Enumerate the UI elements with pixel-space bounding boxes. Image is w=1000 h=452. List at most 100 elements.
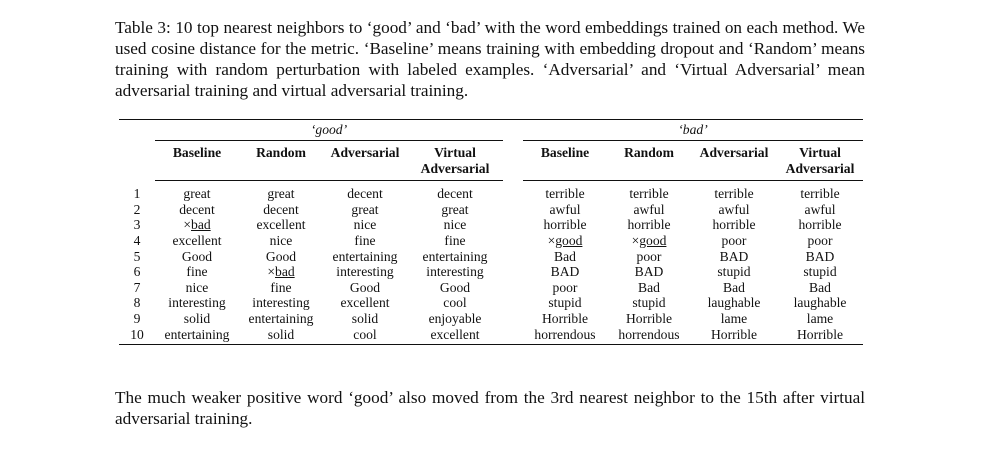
good-neighbor-cell: Good (349, 279, 381, 295)
good-neighbor-cell: enjoyable (428, 310, 482, 326)
group-gap (503, 202, 523, 218)
group-gap (503, 181, 523, 202)
col-adversarial-good: Adversarial (323, 140, 407, 182)
good-neighbor-cell: nice (353, 217, 377, 233)
bad-neighbor-cell: horrible (798, 217, 842, 233)
table-row: 7 nice fine Good Good poor Bad Bad Bad (119, 280, 863, 296)
group-gap (503, 280, 523, 296)
good-neighbor-cell: great (183, 186, 211, 202)
good-neighbor-cell: interesting (168, 295, 226, 311)
bad-neighbor-cell: Bad (809, 279, 831, 295)
table-row: 5 Good Good entertaining entertaining Bad poor… (119, 249, 863, 265)
bad-neighbor-cell: poor (807, 232, 833, 248)
col-random-good: Random (239, 140, 323, 182)
bad-neighbor-cell: terrible (545, 186, 585, 202)
good-neighbor-cell: excellent (256, 217, 306, 233)
antonym-word: bad (191, 217, 211, 233)
good-neighbor-cell: fine (186, 264, 208, 280)
good-neighbor-cell: entertaining (332, 248, 398, 264)
col-random-bad: Random (607, 140, 691, 182)
good-neighbor-cell: cool (443, 295, 467, 311)
good-neighbor-cell: solid (351, 310, 379, 326)
good-neighbor-cell: great (267, 186, 295, 202)
bad-neighbor-cell: Bad (554, 248, 576, 264)
rank-cell: 7 (133, 279, 141, 295)
rank-cell: 9 (133, 310, 141, 326)
table-row: 2 decent decent great great awful awful awful aw… (119, 202, 863, 218)
caption-label: Table 3: (115, 18, 171, 37)
rank-cell: 3 (133, 217, 141, 233)
good-neighbor-cell: excellent (407, 326, 503, 346)
bad-neighbor-cell: stupid (632, 295, 666, 311)
bad-neighbor-cell: poor (636, 248, 662, 264)
good-neighbor-cell: decent (263, 201, 299, 217)
group-bad-header: ‘bad’ (523, 119, 864, 141)
bad-neighbor-cell: stupid (548, 295, 582, 311)
bad-neighbor-cell: Horrible (691, 326, 777, 346)
table-body: 1 great great decent decent terrible terrible t… (119, 181, 864, 346)
good-neighbor-cell: fine (354, 232, 376, 248)
good-neighbor-cell: nice (269, 232, 293, 248)
antonym-word: bad (275, 264, 295, 280)
good-neighbor-cell: cool (323, 326, 407, 346)
bad-neighbor-cell: awful (804, 201, 836, 217)
bad-neighbor-cell: horrendous (523, 326, 607, 346)
bad-neighbor-cell: laughable (793, 295, 847, 311)
good-neighbor-cell: Good (439, 279, 471, 295)
good-neighbor-cell: Good (181, 248, 213, 264)
rank-cell: 5 (133, 248, 141, 264)
antonym-word: good (639, 232, 667, 248)
group-gap (503, 233, 523, 249)
good-neighbor-cell: entertaining (422, 248, 488, 264)
column-header-row: Baseline Random Adversarial Virtual Adver… (119, 140, 864, 182)
nearest-neighbors-table: ‘good’ ‘bad’ Baseline Random Adversarial… (119, 119, 864, 346)
table-row: 8 interesting interesting excellent cool stup… (119, 295, 863, 311)
good-neighbor-cell: interesting (336, 264, 394, 280)
bad-neighbor-cell: horrible (627, 217, 671, 233)
group-gap (503, 326, 523, 346)
bad-neighbor-cell: terrible (714, 186, 754, 202)
table-row: 6 fine ×bad interesting interesting BAD BAD stu… (119, 264, 863, 280)
group-gap (503, 249, 523, 265)
good-neighbor-cell: excellent (172, 232, 222, 248)
bad-neighbor-cell: poor (721, 232, 747, 248)
good-neighbor-cell: entertaining (248, 310, 314, 326)
table-row: 3 ×bad excellent nice nice horrible horrible ho… (119, 217, 863, 233)
bad-neighbor-cell: awful (633, 201, 665, 217)
bad-neighbor-cell: stupid (803, 264, 837, 280)
col-baseline-bad: Baseline (523, 140, 607, 182)
bad-neighbor-cell: awful (718, 201, 750, 217)
good-neighbor-cell: ×bad (267, 264, 295, 280)
bad-neighbor-cell: laughable (707, 295, 761, 311)
bad-neighbor-cell: Horrible (777, 326, 864, 346)
bad-neighbor-cell: lame (806, 310, 834, 326)
bad-neighbor-cell: Horrible (625, 310, 673, 326)
bad-neighbor-cell: Horrible (541, 310, 589, 326)
col-adversarial-bad: Adversarial (691, 140, 777, 182)
caption-text: 10 top nearest neighbors to ‘good’ and ‘… (115, 18, 866, 100)
rank-cell: 4 (133, 232, 141, 248)
good-neighbor-cell: excellent (340, 295, 390, 311)
bad-neighbor-cell: terrible (629, 186, 669, 202)
bad-neighbor-cell: stupid (717, 264, 751, 280)
group-gap (503, 217, 523, 233)
bad-neighbor-cell: Bad (638, 279, 660, 295)
bad-neighbor-cell: horrible (543, 217, 587, 233)
bad-neighbor-cell: horrible (712, 217, 756, 233)
antonym-word: good (555, 232, 583, 248)
bad-neighbor-cell: BAD (550, 264, 580, 280)
good-neighbor-cell: fine (270, 279, 292, 295)
group-gap (503, 311, 523, 327)
rank-cell: 6 (133, 264, 141, 280)
bad-neighbor-cell: ×good (631, 232, 667, 248)
bad-neighbor-cell: BAD (805, 248, 835, 264)
rank-cell: 1 (133, 185, 141, 201)
col-baseline-good: Baseline (155, 140, 239, 182)
rank-cell: 2 (133, 201, 141, 217)
good-neighbor-cell: Good (265, 248, 297, 264)
table-row: 9 solid entertaining solid enjoyable Horrible… (119, 311, 863, 327)
good-neighbor-cell: entertaining (155, 326, 239, 346)
good-neighbor-cell: interesting (252, 295, 310, 311)
rank-cell: 10 (119, 326, 155, 346)
good-neighbor-cell: nice (185, 279, 209, 295)
